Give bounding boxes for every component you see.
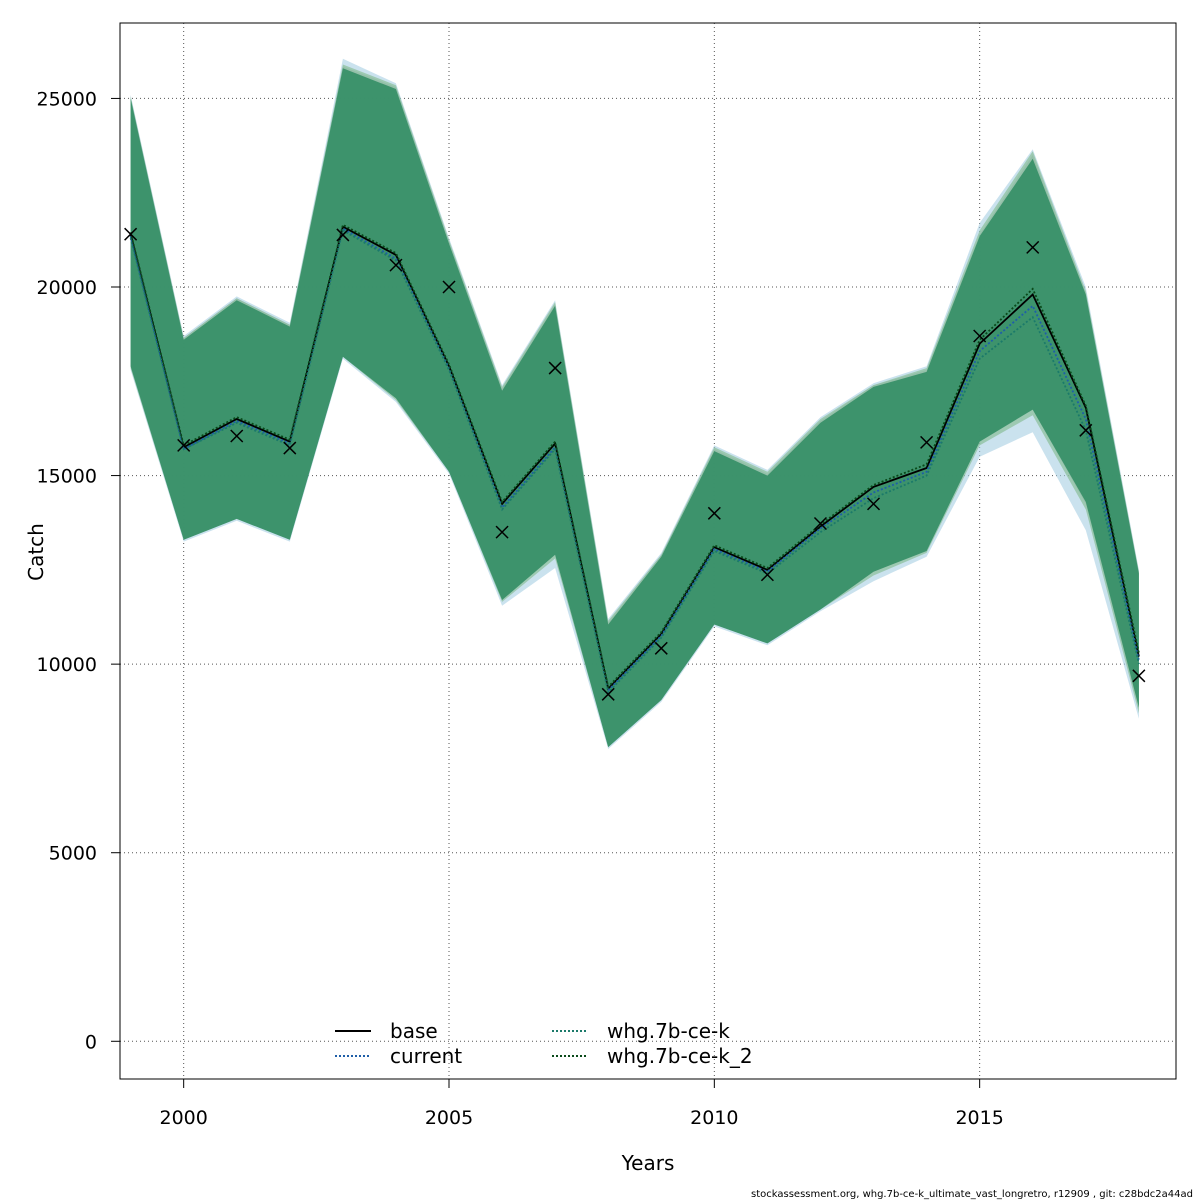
y-tick-label: 5000 [49,843,97,865]
observed-point [1132,669,1146,683]
observed-point [1026,240,1040,254]
legend-label-1: current [390,1044,462,1068]
y-tick-label: 10000 [37,654,97,676]
y-tick-label: 20000 [37,277,97,299]
x-tick-label: 2015 [955,1107,1003,1129]
observed-point [920,435,934,449]
series-lines [129,223,1140,695]
observed-point [177,438,191,452]
observed-point [760,568,774,582]
observed-point [866,497,881,511]
y-tick-label: 25000 [37,88,97,110]
x-tick-label: 2010 [690,1107,738,1129]
legend-label-3: whg.7b-ce-k_2 [607,1044,753,1068]
confidence-bands [130,58,1139,750]
observed-point [813,516,827,530]
observed-markers [124,227,1146,701]
legend-label-2: whg.7b-ce-k [607,1019,730,1043]
y-axis: 0 5000 10000 15000 20000 25000 [37,88,120,1053]
observed-point [707,506,721,520]
observed-point [1079,423,1093,437]
y-tick-label: 0 [85,1031,97,1053]
grid-lines [120,23,1176,1079]
observed-point [124,227,138,241]
observed-point [389,258,403,272]
x-axis-title: Years [621,1151,675,1175]
confidence-band-3 [130,68,1139,748]
y-axis-title: Catch [24,523,48,581]
x-axis: 2000 2005 2010 2015 [159,1079,1004,1129]
observed-point [230,429,244,443]
x-tick-label: 2005 [425,1107,473,1129]
observed-point [442,280,456,294]
observed-point [601,687,615,701]
y-tick-label: 15000 [37,466,97,488]
x-tick-label: 2000 [159,1107,207,1129]
observed-point [654,641,668,655]
plot-frame [119,22,1177,1080]
observed-point [548,361,562,375]
footnote: stockassessment.org, whg.7b-ce-k_ultimat… [751,1189,1193,1200]
legend-label-0: base [390,1019,438,1043]
series-line-3 [129,223,1140,689]
observed-point [336,228,350,242]
observed-point [283,441,297,455]
observed-point [495,525,509,539]
observed-point [973,329,987,343]
